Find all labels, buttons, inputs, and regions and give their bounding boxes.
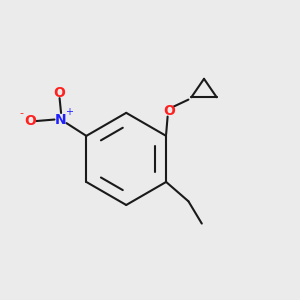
Text: +: + xyxy=(65,107,74,117)
Text: O: O xyxy=(163,103,175,118)
Text: O: O xyxy=(54,86,65,100)
Text: -: - xyxy=(20,109,23,118)
Text: N: N xyxy=(55,112,67,127)
Text: O: O xyxy=(24,114,36,128)
